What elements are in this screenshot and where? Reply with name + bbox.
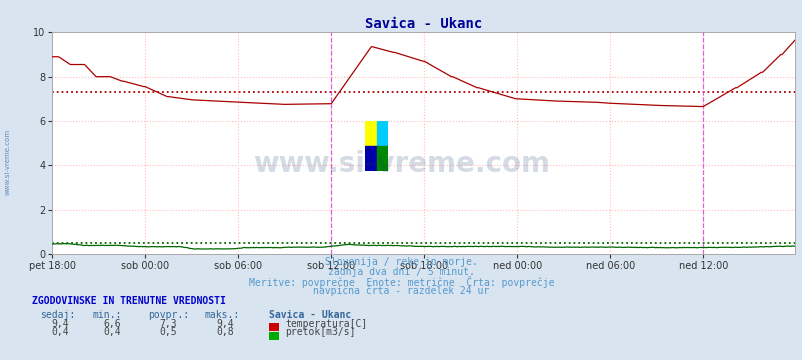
Text: sedaj:: sedaj: xyxy=(40,310,75,320)
Title: Savica - Ukanc: Savica - Ukanc xyxy=(364,17,482,31)
Bar xyxy=(365,146,376,171)
Text: 0,5: 0,5 xyxy=(160,327,177,337)
Text: Savica - Ukanc: Savica - Ukanc xyxy=(269,310,350,320)
Text: navpična črta - razdelek 24 ur: navpična črta - razdelek 24 ur xyxy=(313,285,489,296)
Text: pretok[m3/s]: pretok[m3/s] xyxy=(285,327,355,337)
Text: min.:: min.: xyxy=(92,310,122,320)
Text: 7,3: 7,3 xyxy=(160,319,177,329)
Text: 0,8: 0,8 xyxy=(216,327,233,337)
Text: ZGODOVINSKE IN TRENUTNE VREDNOSTI: ZGODOVINSKE IN TRENUTNE VREDNOSTI xyxy=(32,296,225,306)
Text: 0,4: 0,4 xyxy=(103,327,121,337)
Text: povpr.:: povpr.: xyxy=(148,310,189,320)
Bar xyxy=(376,121,387,146)
Text: zadnja dva dni / 5 minut.: zadnja dva dni / 5 minut. xyxy=(328,267,474,277)
Bar xyxy=(365,121,376,146)
Text: 0,4: 0,4 xyxy=(51,327,69,337)
Text: 9,4: 9,4 xyxy=(51,319,69,329)
Text: temperatura[C]: temperatura[C] xyxy=(285,319,367,329)
Bar xyxy=(376,146,387,171)
Text: Slovenija / reke in morje.: Slovenija / reke in morje. xyxy=(325,257,477,267)
Text: 9,4: 9,4 xyxy=(216,319,233,329)
Text: www.si-vreme.com: www.si-vreme.com xyxy=(253,150,549,178)
Text: 6,6: 6,6 xyxy=(103,319,121,329)
Text: maks.:: maks.: xyxy=(205,310,240,320)
Text: Meritve: povprečne  Enote: metrične  Črta: povprečje: Meritve: povprečne Enote: metrične Črta:… xyxy=(249,275,553,288)
Text: www.si-vreme.com: www.si-vreme.com xyxy=(5,129,11,195)
